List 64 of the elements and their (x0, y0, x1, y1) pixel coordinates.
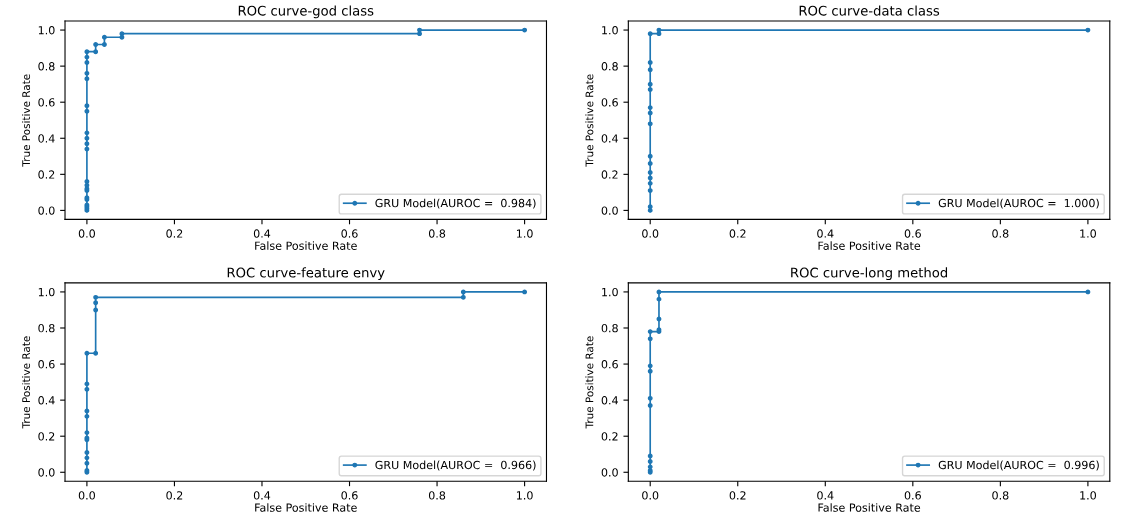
legend-label: GRU Model(AUROC = 0.966) (375, 460, 536, 471)
y-tick-label: 1.0 (38, 287, 55, 297)
y-tick-label: 0.4 (601, 396, 618, 405)
chart-title: ROC curve-data class (799, 5, 940, 16)
y-tick-label: 0.6 (38, 98, 55, 107)
x-tick-label: 0.6 (904, 229, 921, 238)
y-tick-label: 0.4 (601, 134, 618, 143)
y-tick-label: 0.0 (38, 206, 55, 215)
x-tick-label: 0.4 (253, 229, 271, 238)
y-tick-label: 0.0 (601, 206, 618, 215)
x-tick-label: 0.6 (904, 491, 921, 500)
chart-title: ROC curve-god class (238, 5, 374, 19)
y-axis-title: True Positive Rate (21, 74, 31, 167)
y-tick-label: 0.8 (601, 323, 618, 333)
y-tick-label: 0.2 (601, 170, 618, 179)
y-axis-title: True Positive Rate (21, 336, 31, 429)
y-axis-title: True Positive Rate (585, 74, 594, 167)
y-tick-label: 0.2 (601, 432, 618, 441)
y-tick-label: 1.0 (602, 287, 618, 297)
x-axis-title: False Positive Rate (818, 241, 921, 250)
x-tick-label: 1.0 (1080, 491, 1096, 500)
x-tick-label: 0.4 (817, 491, 834, 500)
x-tick-label: 1.0 (516, 229, 533, 238)
y-tick-label: 0.6 (38, 360, 55, 369)
x-tick-label: 1.0 (516, 491, 533, 500)
x-axis-title: False Positive Rate (255, 503, 357, 512)
x-tick-label: 1.0 (1080, 229, 1096, 238)
x-tick-label: 0.2 (166, 491, 183, 500)
y-axis-title: True Positive Rate (585, 336, 594, 429)
x-tick-label: 0.8 (992, 491, 1009, 500)
x-tick-label: 0.0 (642, 229, 659, 238)
legend-label: GRU Model(AUROC = 0.984) (375, 198, 536, 209)
y-tick-label: 0.4 (38, 134, 55, 143)
x-tick-label: 0.2 (166, 229, 183, 238)
x-axis-title: False Positive Rate (255, 241, 357, 250)
y-tick-label: 0.8 (38, 62, 55, 71)
y-tick-label: 1.0 (602, 26, 618, 35)
x-tick-label: 0.8 (428, 491, 446, 500)
chart-title: ROC curve-feature envy (227, 267, 385, 281)
x-tick-label: 0.4 (817, 229, 834, 238)
chart-title: ROC curve-long method (791, 267, 948, 281)
y-tick-label: 0.6 (601, 360, 618, 369)
y-tick-label: 0.0 (38, 468, 55, 477)
y-tick-label: 0.6 (601, 98, 618, 107)
legend-label: GRU Model(AUROC = 1.000) (938, 198, 1099, 209)
x-tick-label: 0.0 (78, 229, 95, 238)
x-tick-label: 0.0 (642, 491, 659, 500)
x-tick-label: 0.4 (253, 491, 271, 500)
x-tick-label: 0.6 (341, 491, 358, 500)
y-tick-label: 0.8 (38, 323, 55, 333)
x-tick-label: 0.2 (729, 229, 746, 238)
y-tick-label: 1.0 (38, 26, 55, 35)
y-tick-label: 0.2 (38, 432, 55, 441)
x-tick-label: 0.8 (992, 229, 1009, 238)
y-tick-label: 0.2 (38, 170, 55, 179)
x-tick-label: 0.0 (78, 491, 95, 500)
y-tick-label: 0.8 (601, 62, 618, 71)
x-axis-title: False Positive Rate (818, 503, 921, 512)
y-tick-label: 0.0 (601, 468, 618, 477)
x-tick-label: 0.8 (428, 229, 446, 238)
x-tick-label: 0.2 (729, 491, 746, 500)
x-tick-label: 0.6 (341, 229, 358, 238)
legend-label: GRU Model(AUROC = 0.996) (938, 460, 1099, 471)
y-tick-label: 0.4 (38, 396, 55, 405)
